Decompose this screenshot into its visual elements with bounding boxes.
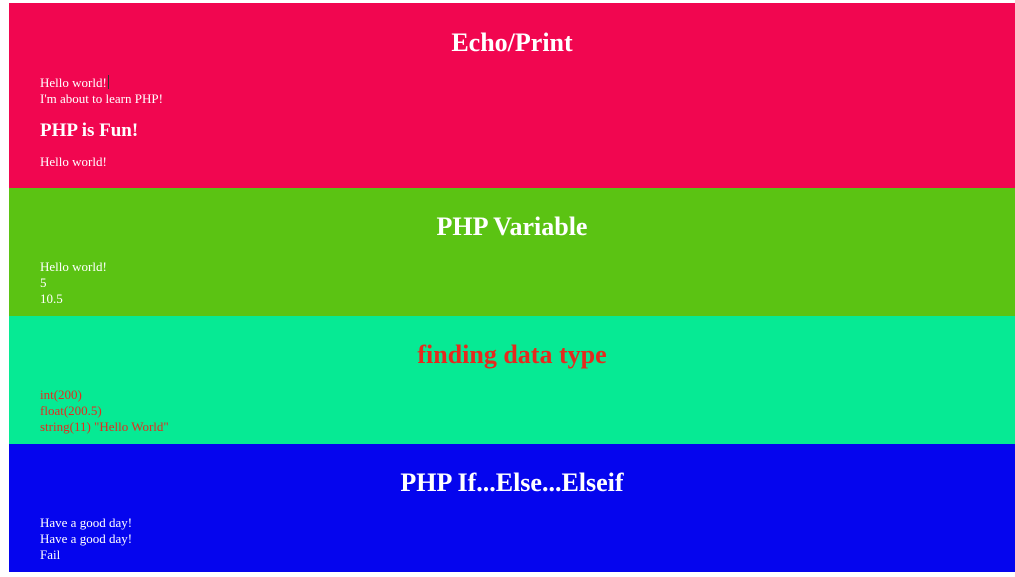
echo-line: I'm about to learn PHP! xyxy=(40,91,163,106)
variable-line: 5 xyxy=(40,275,47,290)
variable-line: Hello world! xyxy=(40,259,107,274)
data-type-line: int(200) xyxy=(40,387,82,402)
if-else-line: Have a good day! xyxy=(40,515,133,530)
variable-line: 10.5 xyxy=(40,291,63,306)
data-type-section: finding data type int(200) float(200.5) … xyxy=(9,316,1015,444)
if-else-section: PHP If...Else...Elseif Have a good day! … xyxy=(9,444,1015,572)
variable-output: Hello world! 5 10.5 xyxy=(40,259,1015,307)
text-cursor xyxy=(107,75,109,89)
data-type-output: int(200) float(200.5) string(11) "Hello … xyxy=(40,387,1015,435)
echo-output: Hello world! I'm about to learn PHP! xyxy=(40,75,1015,107)
php-variable-section: PHP Variable Hello world! 5 10.5 xyxy=(9,188,1015,316)
if-else-output: Have a good day! Have a good day! Fail xyxy=(40,515,1015,563)
print-output: Hello world! xyxy=(40,154,1015,170)
php-variable-heading: PHP Variable xyxy=(436,212,588,241)
echo-subheading: PHP is Fun! xyxy=(40,120,139,141)
echo-print-heading: Echo/Print xyxy=(451,28,573,57)
data-type-heading: finding data type xyxy=(417,340,607,369)
print-line: Hello world! xyxy=(40,154,107,169)
if-else-line: Fail xyxy=(40,547,61,562)
page: Echo/Print Hello world! I'm about to lea… xyxy=(9,3,1015,572)
data-type-line: float(200.5) xyxy=(40,403,102,418)
echo-line-text: Hello world! xyxy=(40,75,107,90)
if-else-line: Have a good day! xyxy=(40,531,133,546)
data-type-line: string(11) "Hello World" xyxy=(40,419,169,434)
if-else-heading: PHP If...Else...Elseif xyxy=(400,468,624,497)
echo-line: Hello world! xyxy=(40,75,1015,91)
echo-print-section: Echo/Print Hello world! I'm about to lea… xyxy=(9,3,1015,188)
